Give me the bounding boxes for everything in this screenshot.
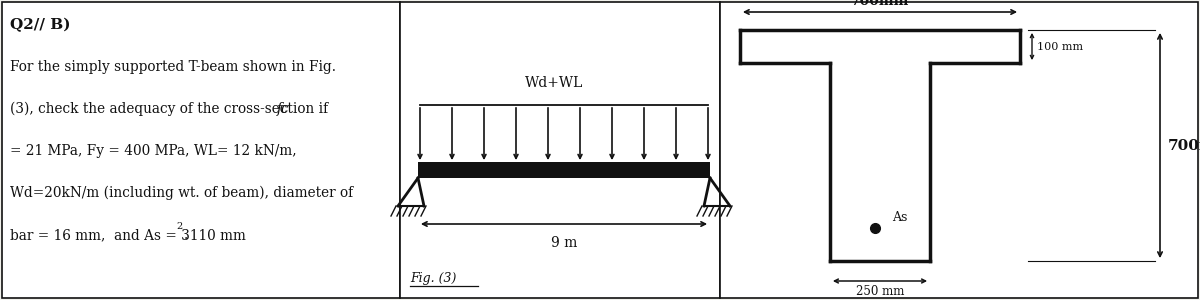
Bar (418, 162, 710, 178)
Text: (3), check the adequacy of the cross-section if: (3), check the adequacy of the cross-sec… (10, 102, 332, 116)
Text: 100 mm: 100 mm (1037, 41, 1084, 52)
Text: 250 mm: 250 mm (856, 285, 904, 298)
Text: Wd=20kN/m (including wt. of beam), diameter of: Wd=20kN/m (including wt. of beam), diame… (10, 186, 353, 200)
Bar (400, 2, 720, 298)
Text: Q2// B): Q2// B) (10, 18, 71, 32)
Text: For the simply supported T-beam shown in Fig.: For the simply supported T-beam shown in… (10, 60, 336, 74)
Bar (2, 2, 400, 298)
Text: 2: 2 (176, 222, 182, 231)
Text: 700mm: 700mm (1168, 139, 1200, 152)
Text: Fig. (3): Fig. (3) (410, 272, 456, 285)
Text: bar = 16 mm,  and As = 3110 mm: bar = 16 mm, and As = 3110 mm (10, 228, 246, 242)
Bar (720, 2, 1198, 298)
Text: Wd+WL: Wd+WL (524, 76, 583, 90)
Text: As: As (892, 211, 907, 224)
Text: 9 m: 9 m (551, 236, 577, 250)
Text: fc: fc (276, 102, 289, 116)
Text: 700mm: 700mm (851, 0, 910, 8)
Text: .: . (184, 228, 187, 242)
Text: = 21 MPa, Fy = 400 MPa, WL= 12 kN/m,: = 21 MPa, Fy = 400 MPa, WL= 12 kN/m, (10, 144, 296, 158)
